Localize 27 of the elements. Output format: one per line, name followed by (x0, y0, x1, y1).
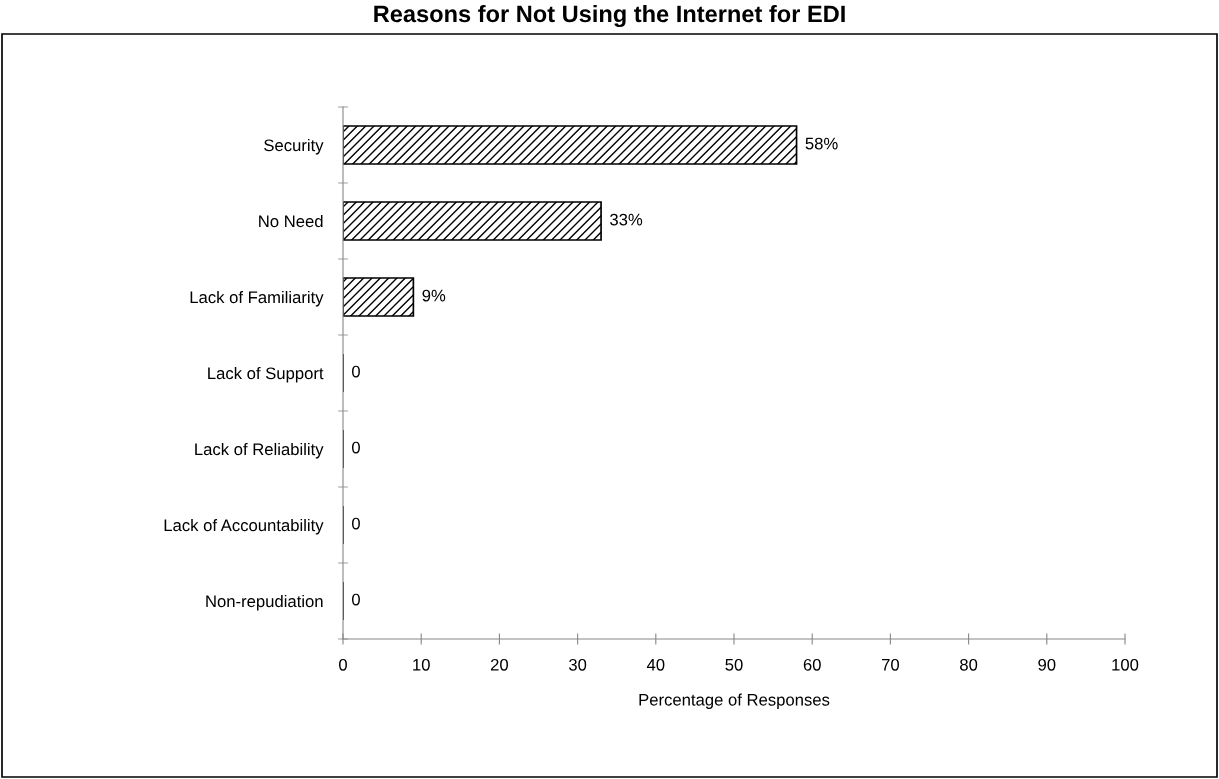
y-tick-label: Lack of Support (208, 366, 324, 383)
data-label: 9% (422, 289, 446, 302)
chart-title: Reasons for Not Using the Internet for EDI (374, 4, 845, 28)
x-tick-label: 20 (490, 658, 509, 671)
x-tick-label: 90 (1038, 658, 1056, 671)
x-tick-label: 60 (803, 658, 821, 671)
data-label: 0 (351, 517, 360, 530)
x-tick-label: 0 (339, 658, 347, 671)
x-tick-label: 40 (646, 658, 665, 671)
data-label: 0 (351, 441, 360, 454)
data-label: 0 (351, 365, 360, 378)
x-tick-label: 10 (413, 658, 430, 671)
y-tick-label: Lack of Accountability (164, 518, 324, 535)
x-tick-label: 30 (568, 658, 587, 671)
x-axis-title: Percentage of Responses (639, 693, 830, 709)
x-tick-label: 100 (1112, 658, 1139, 671)
y-tick-label: Non-repudiation (206, 594, 323, 611)
x-tick-label: 80 (960, 658, 978, 671)
x-tick-label: 50 (725, 658, 743, 671)
y-tick-label: Lack of Reliability (195, 442, 324, 459)
y-tick-label: Security (264, 138, 324, 155)
y-tick-label: No Need (259, 214, 323, 228)
x-tick-label: 70 (881, 658, 900, 671)
data-label: 58% (805, 137, 838, 150)
data-label: 33% (610, 213, 643, 226)
data-label: 0 (351, 593, 360, 606)
y-tick-label: Lack of Familiarity (190, 290, 324, 307)
